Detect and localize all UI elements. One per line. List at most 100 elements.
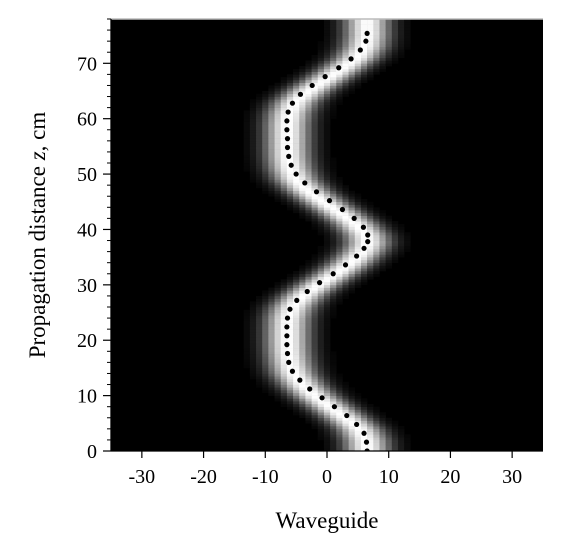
heatmap-cell xyxy=(360,445,368,449)
heatmap-cell xyxy=(268,340,275,344)
heatmap-cell xyxy=(330,212,337,216)
heatmap-cell xyxy=(299,99,306,103)
heatmap-cell xyxy=(305,293,312,297)
heatmap-cell xyxy=(299,279,306,283)
heatmap-cell xyxy=(311,60,319,64)
x-tick-label: 0 xyxy=(322,466,332,488)
heatmap-cell xyxy=(305,318,312,322)
heatmap-cell xyxy=(323,370,331,374)
heatmap-cell xyxy=(354,268,362,272)
heatmap-cell xyxy=(317,298,325,302)
heatmap-cell xyxy=(354,273,362,277)
heatmap-cell xyxy=(243,151,251,155)
heatmap-cell xyxy=(379,246,386,250)
heatmap-cell xyxy=(256,140,263,144)
heatmap-cell xyxy=(354,409,362,413)
heatmap-cell xyxy=(336,57,343,61)
heatmap-cell xyxy=(249,132,257,136)
heatmap-cell xyxy=(268,301,275,305)
heatmap-cell xyxy=(268,329,275,333)
heatmap-cell xyxy=(317,85,325,89)
heatmap-cell xyxy=(404,46,411,50)
heatmap-cell xyxy=(348,49,356,53)
heatmap-cell xyxy=(249,370,257,374)
heatmap-cell xyxy=(391,24,399,28)
heatmap-cell xyxy=(286,331,294,335)
heatmap-cell xyxy=(274,107,282,111)
heatmap-cell xyxy=(262,307,269,311)
heatmap-cell xyxy=(280,143,288,147)
heatmap-cell xyxy=(299,379,306,383)
heatmap-cell xyxy=(379,437,386,441)
heatmap-cell xyxy=(367,403,374,407)
heatmap-cell xyxy=(317,406,325,410)
heatmap-cell xyxy=(404,240,411,244)
heatmap-cell xyxy=(354,193,362,197)
heatmap-cell xyxy=(323,398,331,402)
data-point xyxy=(284,333,290,339)
heatmap-cell xyxy=(348,218,356,222)
heatmap-cell xyxy=(293,127,300,131)
heatmap-cell xyxy=(385,237,393,241)
heatmap-cell xyxy=(317,77,325,81)
heatmap-cell xyxy=(348,41,356,45)
heatmap-cell xyxy=(404,235,411,239)
heatmap-cell xyxy=(373,221,380,225)
heatmap-cell xyxy=(243,354,251,358)
heatmap-cell xyxy=(330,395,337,399)
heatmap-cell xyxy=(305,210,312,214)
heatmap-cell xyxy=(336,185,343,189)
heatmap-cell xyxy=(323,323,331,327)
heatmap-cell xyxy=(385,35,393,39)
heatmap-cell xyxy=(274,343,282,347)
heatmap-cell xyxy=(330,82,337,86)
heatmap-cell xyxy=(354,392,362,396)
heatmap-cell xyxy=(317,171,325,175)
heatmap-cell xyxy=(243,149,251,153)
heatmap-cell xyxy=(391,232,399,236)
heatmap-cell xyxy=(360,271,368,275)
heatmap-cell xyxy=(274,398,282,402)
heatmap-cell xyxy=(311,163,319,167)
heatmap-cell xyxy=(354,426,362,430)
heatmap-cell xyxy=(360,254,368,258)
heatmap-cell xyxy=(286,199,294,203)
heatmap-cell xyxy=(317,138,325,142)
heatmap-cell xyxy=(404,32,411,36)
heatmap-cell xyxy=(330,298,337,302)
heatmap-cell xyxy=(305,77,312,81)
heatmap-cell xyxy=(342,85,349,89)
heatmap-cell xyxy=(317,140,325,144)
heatmap-cell xyxy=(293,334,300,338)
heatmap-cell xyxy=(299,215,306,219)
heatmap-cell xyxy=(336,420,343,424)
data-point xyxy=(289,368,296,374)
heatmap-cell xyxy=(342,293,349,297)
heatmap-cell xyxy=(336,176,343,180)
heatmap-cell xyxy=(323,60,331,64)
heatmap-cell xyxy=(367,52,374,56)
heatmap-cell xyxy=(305,88,312,92)
heatmap-cell xyxy=(286,129,294,133)
heatmap-cell xyxy=(274,129,282,133)
heatmap-cell xyxy=(354,395,362,399)
heatmap-cell xyxy=(354,406,362,410)
heatmap-cell xyxy=(397,43,405,47)
heatmap-cell xyxy=(256,185,263,189)
heatmap-cell xyxy=(311,174,319,178)
heatmap-cell xyxy=(330,420,337,424)
heatmap-cell xyxy=(354,257,362,261)
heatmap-cell xyxy=(311,257,319,261)
heatmap-cell xyxy=(330,79,337,83)
heatmap-cell xyxy=(360,55,368,59)
heatmap-cell xyxy=(373,43,380,47)
heatmap-cell xyxy=(373,71,380,75)
heatmap-cell xyxy=(367,409,374,413)
heatmap-cell xyxy=(336,439,343,443)
heatmap-cell xyxy=(342,187,349,191)
heatmap-cell xyxy=(256,160,263,164)
heatmap-cell xyxy=(367,41,374,45)
heatmap-cell xyxy=(243,135,251,139)
heatmap-cell xyxy=(274,132,282,136)
heatmap-cell xyxy=(286,290,294,294)
